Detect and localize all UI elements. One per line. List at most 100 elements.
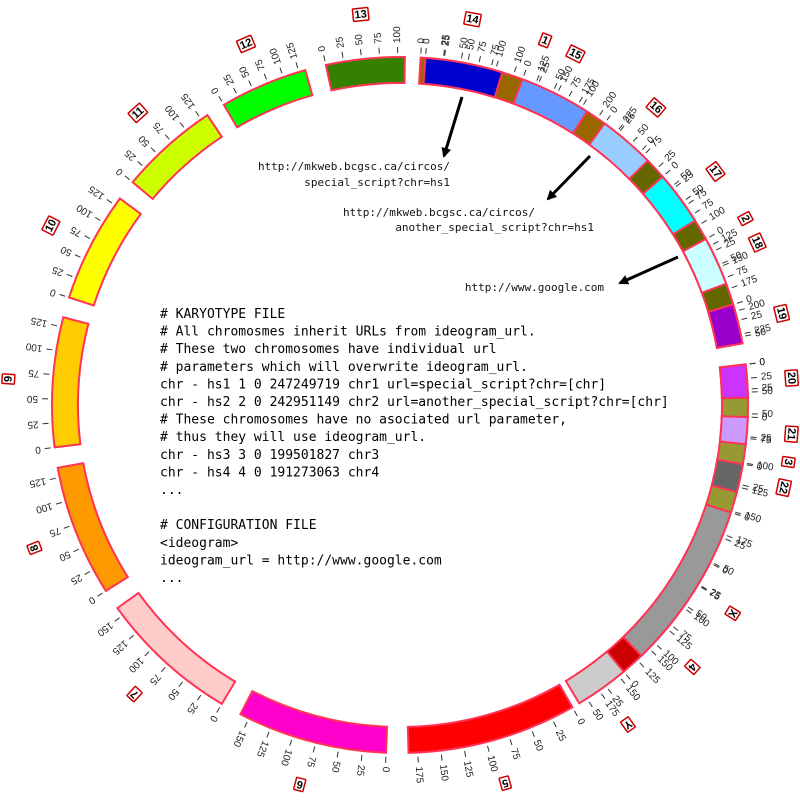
annotation-2-line1[interactable]: http://mkweb.bcgsc.ca/circos/ [343, 206, 535, 219]
code-line: # parameters which will overwrite ideogr… [160, 360, 528, 375]
chr-22-label: 22 [774, 477, 794, 499]
chr-7-tick-label: 100 [126, 655, 146, 675]
chr-12-tick [263, 73, 267, 80]
chr-19-band[interactable] [707, 303, 744, 350]
chr-11-tick-label: 25 [123, 147, 139, 163]
chr-12-label-inner [237, 36, 255, 52]
chr-9-tick-label: 50 [26, 393, 38, 404]
chr-2-tick [744, 331, 751, 334]
chr-8-tick-label: 125 [28, 475, 47, 489]
annotation-3-arrow [618, 255, 679, 285]
chr-6-tick-label: 150 [230, 729, 247, 749]
chr-18-tick [722, 260, 728, 264]
annotation-1-line1[interactable]: http://mkweb.bcgsc.ca/circos/ [258, 160, 450, 173]
chr-19-tick [741, 317, 748, 321]
chr-18-tick-label: 50 [729, 250, 744, 265]
chr-12-tick-label: 100 [268, 46, 284, 66]
chr-18-label-inner [749, 233, 766, 252]
chr-X-tick-label: 50 [721, 563, 736, 578]
chr-1-tick [536, 74, 540, 81]
code-line: chr - hs3 3 0 199501827 chr3 [160, 448, 379, 463]
chr-18-tick-label: 75 [735, 264, 750, 278]
chr-22-label-inner [776, 479, 791, 496]
chr-8-band[interactable] [56, 461, 130, 593]
chr-4-tick [713, 564, 720, 568]
chr-14-band[interactable] [422, 56, 504, 99]
chr-X-band[interactable] [621, 503, 733, 658]
chr-5-tick-label: 150 [437, 764, 450, 782]
chr-21-band[interactable] [718, 415, 749, 446]
chr-7-tick [216, 707, 221, 713]
chr-5-tick [487, 745, 490, 752]
annotation-1-line2[interactable]: special_script?chr=hs1 [304, 176, 450, 189]
chr-12-tick-label: 50 [237, 64, 252, 79]
chr-Y-band[interactable] [564, 650, 626, 705]
chr-4-tick-label: 125 [642, 666, 662, 686]
chr-20-band[interactable] [718, 363, 749, 400]
chr-2-tick [701, 219, 707, 224]
chr-12-tick [295, 62, 299, 69]
chr-1-tick [513, 66, 517, 73]
chr-7-band[interactable] [115, 591, 237, 706]
chr-7-tick [178, 681, 183, 687]
chr-6-label: 6 [291, 775, 308, 794]
chr-13-label: 13 [350, 5, 371, 24]
chr-11-tick [150, 147, 156, 153]
chr-13-tick-label: 25 [334, 35, 347, 48]
chr-3-tick [735, 511, 742, 515]
chr-15-label: 15 [564, 43, 587, 65]
chr-6-tick [244, 721, 248, 728]
chr-8-tick [55, 502, 62, 505]
chr-9-band[interactable] [51, 316, 90, 449]
chr-19-label: 19 [772, 302, 792, 324]
chr-14-tick-label: 75 [476, 40, 489, 54]
chr-11-tick [124, 175, 130, 181]
chr-17-band[interactable] [641, 175, 697, 236]
chr-10-tick-label: 75 [68, 223, 83, 238]
chr-12-tick-label: 125 [285, 41, 300, 61]
chr-16-label-inner [647, 98, 665, 117]
chr-22-band[interactable] [710, 458, 745, 494]
chr-16-band[interactable] [587, 122, 650, 181]
chr-11-band[interactable] [131, 113, 224, 201]
chr-11-label-inner [128, 104, 147, 122]
chr-10-band[interactable] [67, 197, 143, 307]
ideogram-chr-13: 0 25 50 75 100 13 [316, 5, 406, 92]
chr-6-tick-label: 100 [278, 748, 294, 768]
chr-6-band[interactable] [239, 689, 389, 754]
chr-6-tick [266, 731, 270, 738]
chr-13-band[interactable] [324, 56, 406, 92]
chr-8-tick-label: 100 [34, 500, 53, 515]
chr-9-tick-label: 100 [25, 340, 44, 354]
chr-16-tick-label: 0 [608, 104, 620, 115]
code-line: ... [160, 571, 183, 586]
annotation-3-line1[interactable]: http://www.google.com [465, 281, 604, 294]
chr-6-tick [360, 754, 363, 761]
chr-9-tick [44, 447, 51, 450]
chr-5-label-inner [499, 776, 511, 790]
chr-20-label: 20 [783, 368, 800, 388]
chr-7-label: 7 [125, 684, 144, 704]
chr-11-tick-label: 100 [163, 102, 182, 122]
chr-1-tick-label: 25 [441, 34, 453, 47]
chr-15-band[interactable] [512, 77, 589, 135]
chr-3-tick-label: 125 [750, 485, 769, 500]
chr-15-tick [568, 90, 573, 97]
chr-11-label: 11 [126, 101, 150, 125]
chr-5-tick [573, 710, 578, 717]
chr-5-band[interactable] [406, 683, 574, 754]
chr-6-tick [312, 746, 316, 753]
chr-8-tick [63, 525, 70, 529]
chr-18-band[interactable] [681, 237, 728, 295]
chr-Y-tick [588, 701, 593, 708]
chr-10-tick-label: 25 [50, 263, 65, 277]
chr-12-band[interactable] [222, 68, 314, 129]
chr-9-tick-label: 0 [34, 444, 41, 456]
annotation-2-line2[interactable]: another_special_script?chr=hs1 [395, 221, 594, 234]
chr-12-tick-label: 75 [253, 57, 268, 72]
chr-2-label-text: 2 [738, 213, 751, 224]
chr-7-tick [114, 617, 120, 622]
chr-X-label-inner [725, 606, 740, 620]
chr-8-tick-label: 75 [47, 524, 62, 538]
